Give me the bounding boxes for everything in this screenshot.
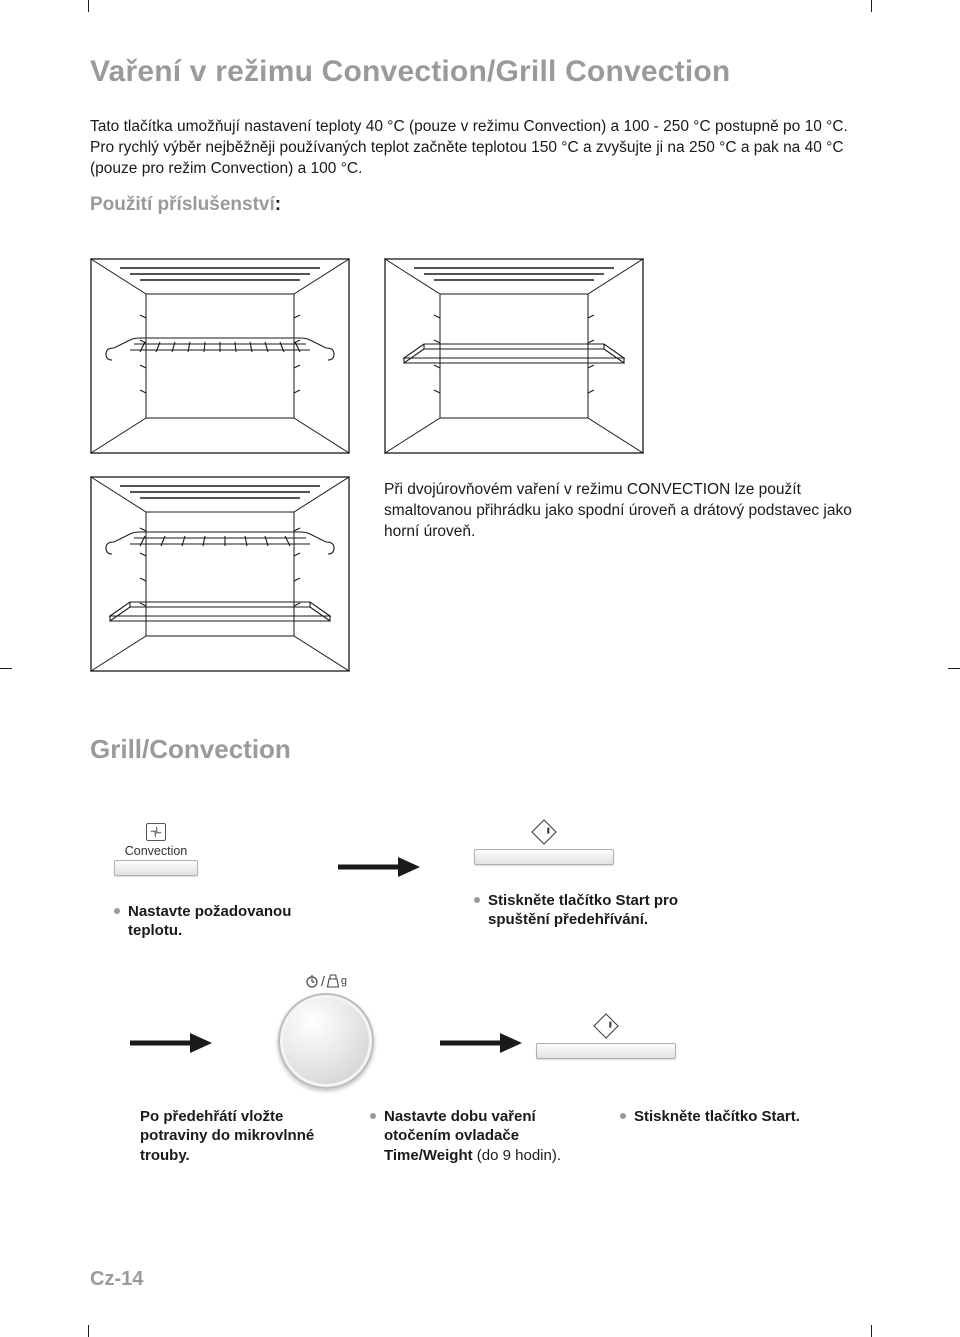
time-weight-dial[interactable] (278, 993, 374, 1089)
convection-label: Convection (125, 844, 188, 858)
preheat-text: Po předehřátí vložte potraviny do mikrov… (140, 1107, 340, 1166)
weight-icon (327, 974, 339, 988)
intro-paragraph: Tato tlačítka umožňují nastavení teploty… (90, 117, 870, 180)
start-button-2[interactable] (536, 1043, 676, 1059)
start-diamond-icon (593, 1013, 618, 1038)
crop-mark (948, 668, 960, 669)
step-4-text: Stiskněte tlačítko Start. (620, 1107, 800, 1127)
fan-icon (146, 823, 166, 841)
bullet-icon (474, 897, 480, 903)
step-2-text: Stiskněte tlačítko Start pro spuštění př… (474, 891, 704, 930)
oven-row-1 (90, 258, 870, 454)
dual-level-description: Při dvojúrovňovém vaření v režimu CONVEC… (384, 476, 854, 672)
oven-diagram-wire-rack (90, 258, 350, 454)
step-4-widget (536, 973, 746, 1059)
dial-widget: / g (226, 973, 426, 1089)
crop-mark (871, 1325, 872, 1337)
step-1-text: Nastavte požadovanou teplotu. (114, 902, 314, 941)
crop-mark (88, 1325, 89, 1337)
bullet-icon (370, 1113, 376, 1119)
accessories-heading: Použití příslušenství: (90, 194, 870, 216)
steps-row-1: Convection Nastavte požadovanou teplotu.… (90, 823, 870, 941)
convection-button-widget: Convection (114, 823, 198, 876)
bullet-icon (620, 1113, 626, 1119)
steps-row-2-labels: Po předehřátí vložte potraviny do mikrov… (90, 1107, 870, 1166)
oven-row-2: Při dvojúrovňovém vaření v režimu CONVEC… (90, 476, 870, 672)
page-title: Vaření v režimu Convection/Grill Convect… (90, 55, 870, 89)
page-number: Cz-14 (90, 1268, 143, 1291)
arrow-icon (440, 973, 522, 1053)
accessories-heading-text: Použití příslušenství (90, 194, 275, 215)
section-title: Grill/Convection (90, 734, 870, 765)
start-button-widget (474, 823, 614, 865)
step-1: Convection Nastavte požadovanou teplotu. (114, 823, 314, 941)
start-diamond-icon (531, 819, 556, 844)
crop-mark (871, 0, 872, 12)
crop-mark (88, 0, 89, 12)
clock-icon (305, 974, 319, 988)
convection-button[interactable] (114, 860, 198, 876)
start-button[interactable] (474, 849, 614, 865)
colon: : (275, 194, 281, 215)
step-2: Stiskněte tlačítko Start pro spuštění př… (474, 823, 704, 930)
time-weight-icons: / g (305, 973, 347, 989)
steps-row-2: / g (90, 973, 870, 1089)
step-3-text: Nastavte dobu vaření otočením ovladače T… (370, 1107, 590, 1166)
oven-diagram-dual-level (90, 476, 350, 672)
start-button-widget-2 (536, 1017, 676, 1059)
bullet-icon (114, 908, 120, 914)
crop-mark (0, 668, 12, 669)
oven-diagram-enamel-tray (384, 258, 644, 454)
arrow-icon (130, 973, 212, 1053)
arrow-icon (338, 823, 420, 877)
